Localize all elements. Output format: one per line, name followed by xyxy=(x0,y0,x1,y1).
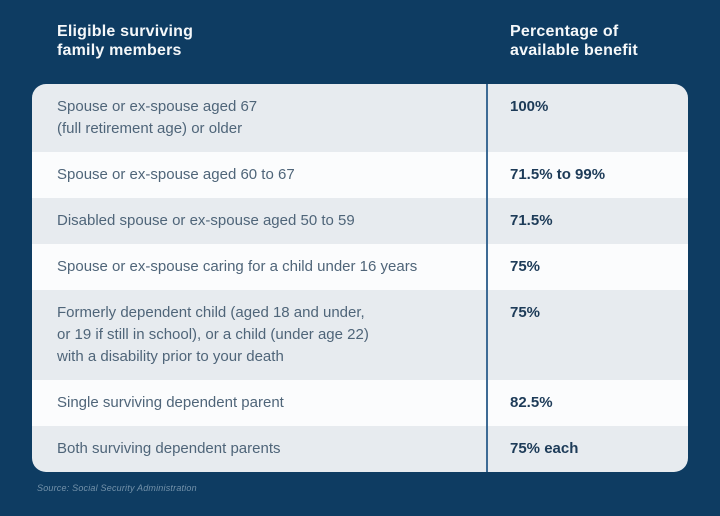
member-text: Spouse or ex-spouse caring for a child u… xyxy=(57,258,418,275)
benefit-cell: 75% each xyxy=(486,426,688,472)
table-row: Formerly dependent child (aged 18 and un… xyxy=(32,290,688,380)
benefit-value: 75% each xyxy=(510,440,579,457)
member-cell: Formerly dependent child (aged 18 and un… xyxy=(32,290,486,380)
member-cell: Spouse or ex-spouse caring for a child u… xyxy=(32,244,486,290)
benefit-table: Spouse or ex-spouse aged 67 (full retire… xyxy=(32,84,688,472)
benefit-cell: 100% xyxy=(486,84,688,152)
member-text: Single surviving dependent parent xyxy=(57,394,284,411)
header-members-label: Eligible surviving family members xyxy=(57,23,194,59)
benefit-value: 82.5% xyxy=(510,394,553,411)
table-row: Disabled spouse or ex-spouse aged 50 to … xyxy=(32,198,688,244)
member-text: Formerly dependent child (aged 18 and un… xyxy=(57,304,369,365)
benefit-cell: 75% xyxy=(486,290,688,380)
benefit-value: 75% xyxy=(510,304,541,321)
table-row: Spouse or ex-spouse caring for a child u… xyxy=(32,244,688,290)
benefit-value: 75% xyxy=(510,258,541,275)
member-cell: Both surviving dependent parents xyxy=(32,426,486,472)
benefit-value: 71.5% to 99% xyxy=(510,166,606,183)
table-row: Both surviving dependent parents 75% eac… xyxy=(32,426,688,472)
header-benefit-label: Percentage of available benefit xyxy=(510,23,638,59)
survivor-benefits-infographic: Eligible surviving family members Percen… xyxy=(0,22,720,516)
member-cell: Spouse or ex-spouse aged 67 (full retire… xyxy=(32,84,486,152)
member-text: Both surviving dependent parents xyxy=(57,440,281,457)
table-header: Eligible surviving family members Percen… xyxy=(32,22,688,60)
benefit-cell: 82.5% xyxy=(486,380,688,426)
member-text: Disabled spouse or ex-spouse aged 50 to … xyxy=(57,212,355,229)
table-row: Spouse or ex-spouse aged 67 (full retire… xyxy=(32,84,688,152)
benefit-cell: 71.5% xyxy=(486,198,688,244)
table-row: Single surviving dependent parent 82.5% xyxy=(32,380,688,426)
table-row: Spouse or ex-spouse aged 60 to 67 71.5% … xyxy=(32,152,688,198)
benefit-value: 100% xyxy=(510,98,549,115)
benefit-cell: 75% xyxy=(486,244,688,290)
member-cell: Single surviving dependent parent xyxy=(32,380,486,426)
benefit-value: 71.5% xyxy=(510,212,553,229)
member-cell: Disabled spouse or ex-spouse aged 50 to … xyxy=(32,198,486,244)
source-attribution: Source: Social Security Administration xyxy=(37,483,197,493)
benefit-cell: 71.5% to 99% xyxy=(486,152,688,198)
member-cell: Spouse or ex-spouse aged 60 to 67 xyxy=(32,152,486,198)
member-text: Spouse or ex-spouse aged 60 to 67 xyxy=(57,166,295,183)
benefit-table-body: Spouse or ex-spouse aged 67 (full retire… xyxy=(32,84,688,472)
member-text: Spouse or ex-spouse aged 67 (full retire… xyxy=(57,98,258,137)
